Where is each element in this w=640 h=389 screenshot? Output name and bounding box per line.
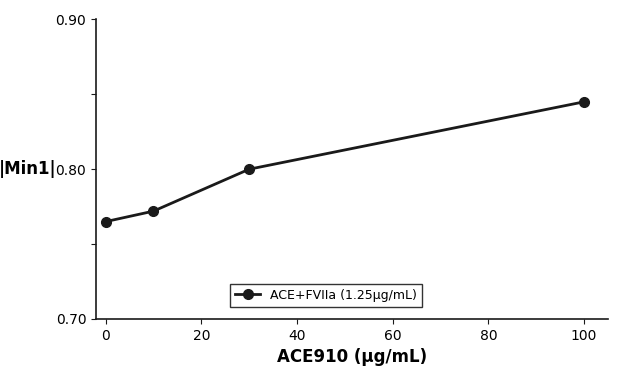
Y-axis label: |Min1|: |Min1|: [0, 160, 56, 178]
Line: ACE+FVIIa (1.25μg/mL): ACE+FVIIa (1.25μg/mL): [100, 97, 589, 226]
ACE+FVIIa (1.25μg/mL): [245, 167, 253, 172]
X-axis label: ACE910 (μg/mL): ACE910 (μg/mL): [277, 348, 427, 366]
Legend: ACE+FVIIa (1.25μg/mL): ACE+FVIIa (1.25μg/mL): [230, 284, 422, 307]
ACE+FVIIa (1.25μg/mL): [580, 100, 588, 104]
ACE+FVIIa (1.25μg/mL): [102, 219, 109, 224]
ACE+FVIIa (1.25μg/mL): [150, 209, 157, 214]
